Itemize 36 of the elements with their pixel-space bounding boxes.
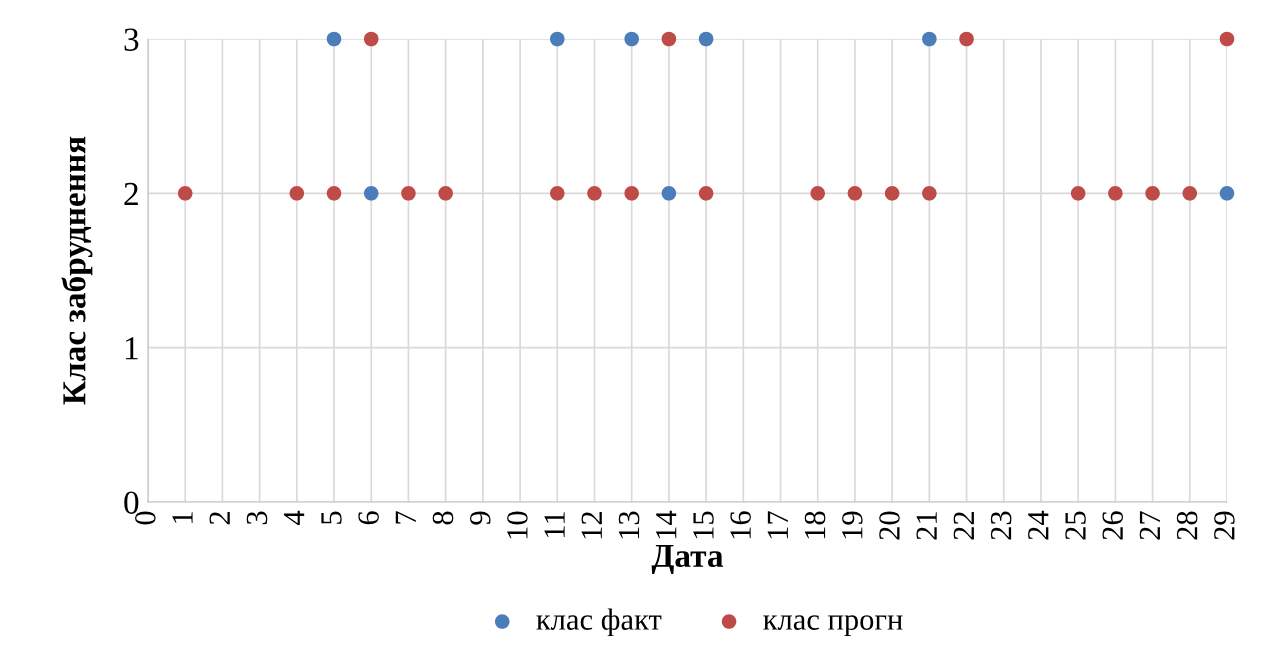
x-axis-title: Дата <box>651 544 724 574</box>
x-tick-label: 2 <box>209 512 230 525</box>
x-tick-label: 22 <box>953 512 974 540</box>
y-tick-label: 2 <box>124 182 138 205</box>
x-tick-label: 11 <box>544 512 565 538</box>
x-tick-label: 28 <box>1176 511 1198 540</box>
y-tick-label: 1 <box>125 337 138 360</box>
legend-label: клас факт <box>536 608 662 637</box>
x-tick-label: 25 <box>1065 511 1086 540</box>
legend-label: клас прогн <box>763 615 903 637</box>
x-tick-label: 14 <box>656 510 677 539</box>
x-tick-label: 24 <box>1028 510 1049 540</box>
x-tick-label: 13 <box>618 511 640 539</box>
x-tick-label: 18 <box>804 511 826 539</box>
x-tick-label: 8 <box>432 511 454 525</box>
y-tick-label: 3 <box>124 28 139 51</box>
x-tick-label: 7 <box>395 511 416 524</box>
x-tick-label: 19 <box>842 511 863 539</box>
x-tick-label: 5 <box>321 511 342 524</box>
x-tick-label: 15 <box>693 511 714 539</box>
x-tick-label: 4 <box>284 510 305 526</box>
x-tick-label: 26 <box>1102 511 1124 540</box>
x-tick-label: 20 <box>879 511 900 540</box>
x-tick-label: 10 <box>507 511 528 539</box>
x-tick-label: 21 <box>916 512 937 540</box>
y-axis-title: Клас забруднення <box>61 136 93 405</box>
x-tick-label: 29 <box>1214 511 1235 540</box>
x-tick-label: 1 <box>172 512 193 523</box>
x-tick-label: 17 <box>767 511 788 539</box>
x-tick-label: 16 <box>730 511 751 539</box>
x-tick-label: 27 <box>1139 511 1160 540</box>
x-tick-label: 23 <box>990 511 1012 540</box>
x-tick-label: 9 <box>469 511 491 525</box>
x-tick-label: 3 <box>246 511 268 525</box>
x-tick-label: 6 <box>358 511 379 525</box>
x-tick-label: 12 <box>581 512 602 539</box>
